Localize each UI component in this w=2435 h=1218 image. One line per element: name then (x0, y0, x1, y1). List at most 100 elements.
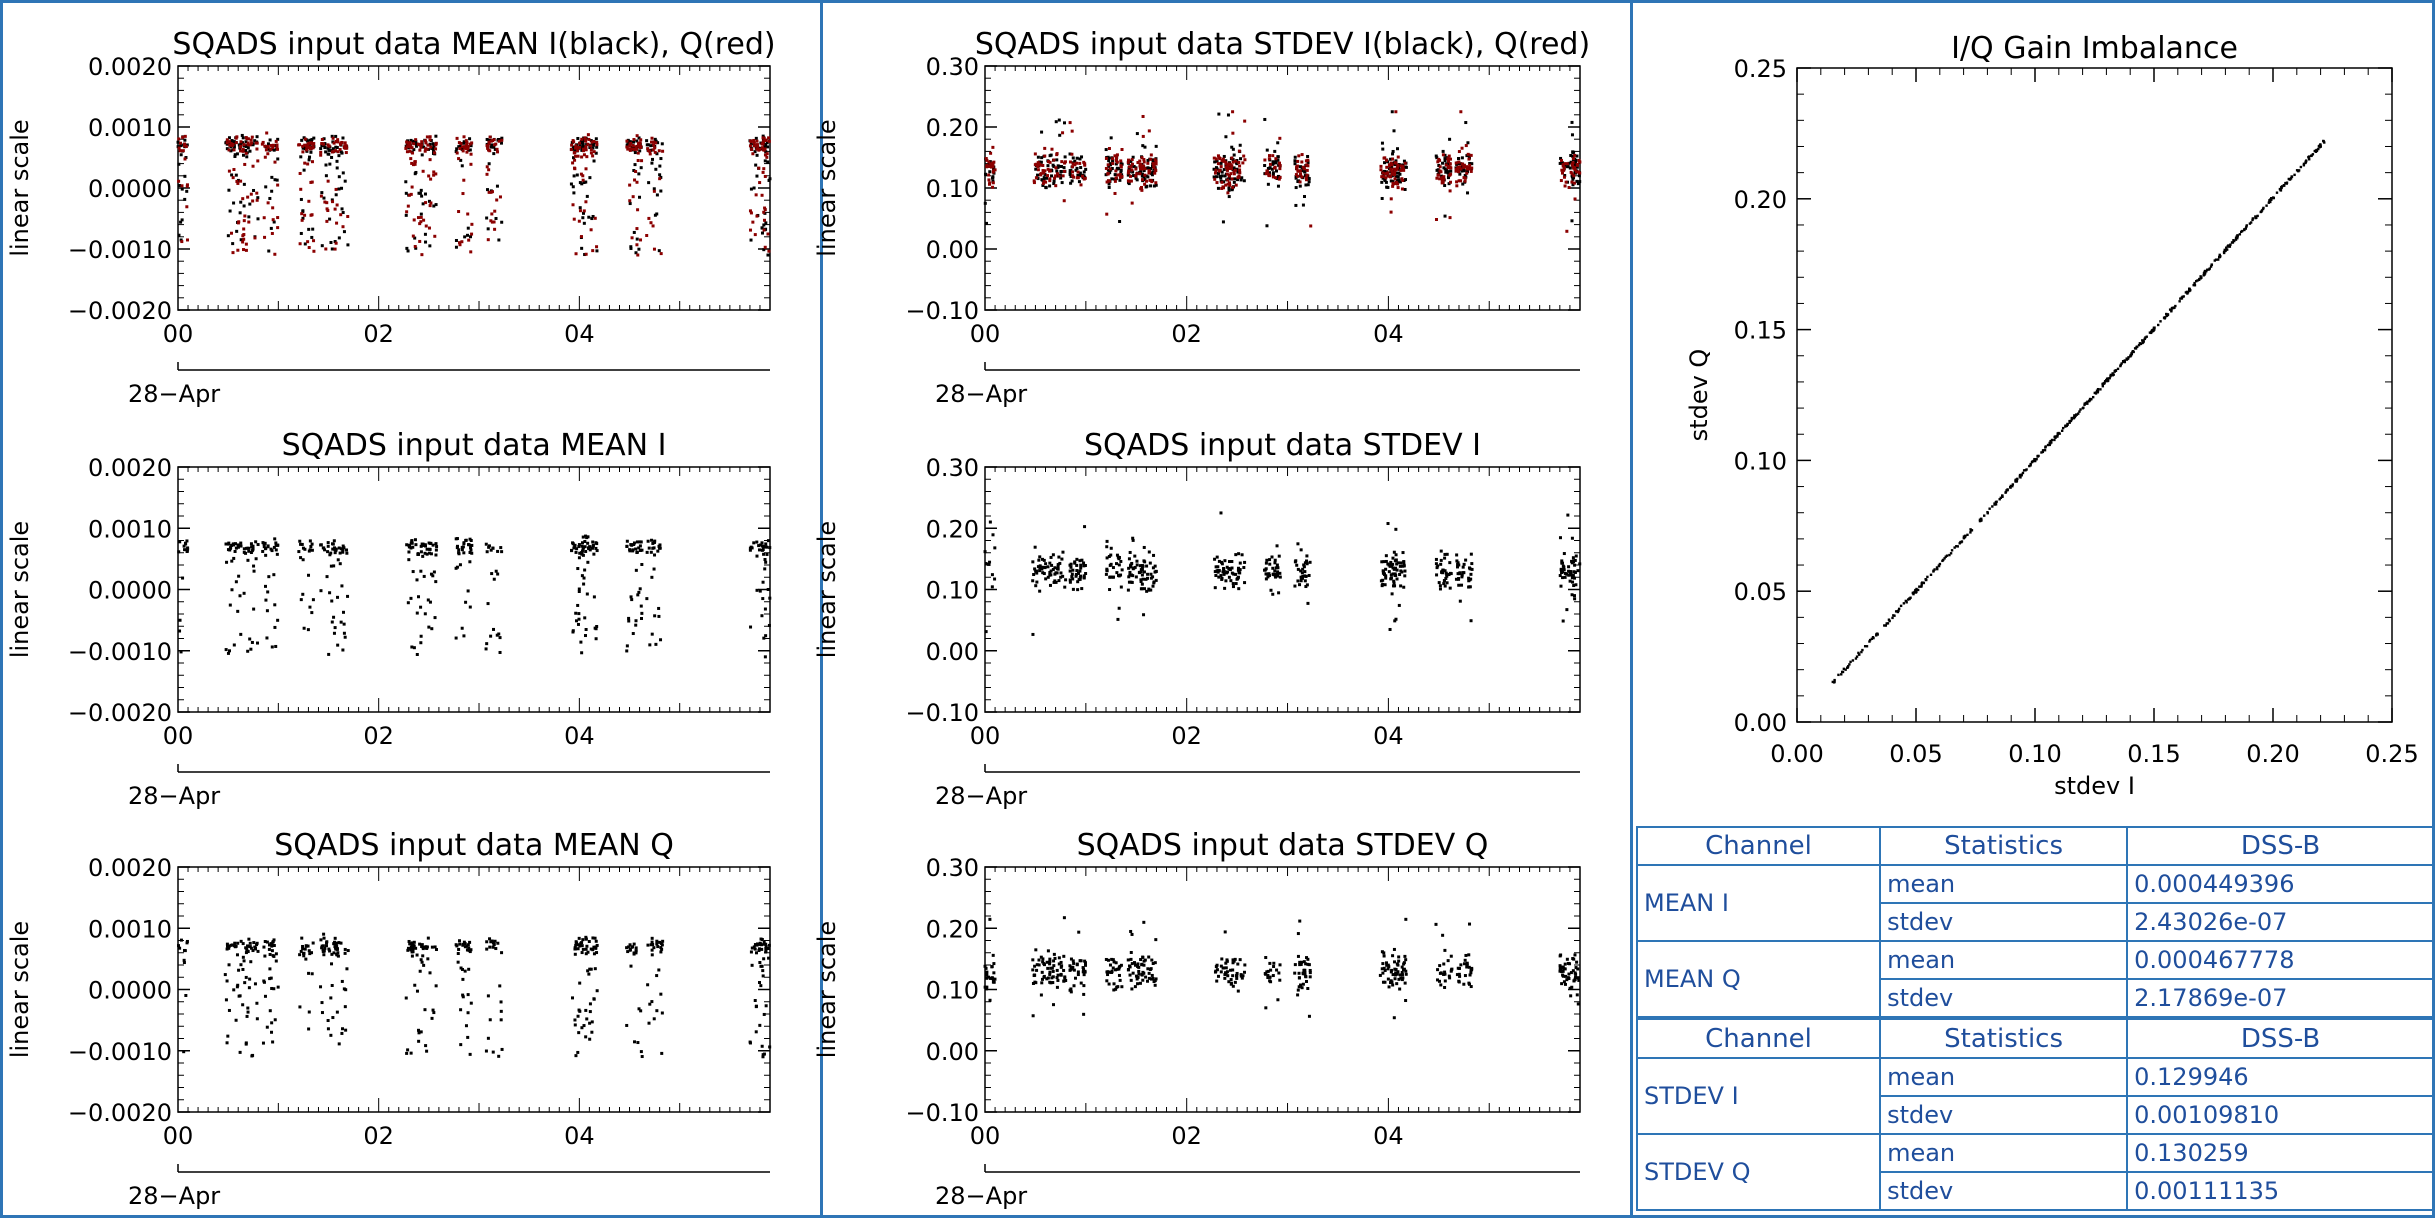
data-point-Q (1062, 169, 1066, 173)
data-point-I (658, 543, 662, 547)
data-point-I (499, 1009, 503, 1013)
data-point-Q (461, 192, 465, 196)
data-point-I (637, 546, 641, 550)
data-point-I (1055, 158, 1059, 162)
data-point-Q (1300, 153, 1304, 157)
data-point-Q (1454, 169, 1458, 173)
data-point-I (1118, 219, 1122, 223)
data-point-I (458, 942, 462, 946)
data-point-I (655, 974, 659, 978)
data-point-I (1469, 971, 1473, 975)
data-point-I (1048, 570, 1052, 574)
data-point-I (1135, 132, 1139, 136)
data-point-I (274, 959, 278, 963)
data-point-I (1304, 183, 1308, 187)
data-point-I (1294, 175, 1298, 179)
data-point-I (1560, 561, 1564, 565)
data-point-Q (1073, 163, 1077, 167)
data-point-I (658, 546, 662, 550)
data-point-Q (344, 144, 348, 148)
data-point-I (1571, 154, 1575, 158)
data-point-I (1263, 164, 1267, 168)
data-point-I (583, 568, 587, 572)
y-tick-label: −0.0020 (68, 1099, 172, 1127)
data-point-I (225, 560, 229, 564)
data-point-I (462, 141, 466, 145)
data-point-Q (1237, 149, 1241, 153)
data-point-I (233, 945, 237, 949)
data-point-Q (1055, 152, 1059, 156)
data-point-I (1304, 574, 1308, 578)
data-point-I (1441, 568, 1445, 572)
data-point-I (335, 945, 339, 949)
data-point-I (578, 981, 582, 985)
data-point-Q (237, 220, 241, 224)
data-point-I (1462, 168, 1466, 172)
data-point-I (329, 240, 333, 244)
data-point-I (1107, 156, 1111, 160)
data-point-I (1306, 161, 1310, 165)
data-point-I (1263, 568, 1267, 572)
data-point-I (466, 943, 470, 947)
data-point-I (1306, 962, 1310, 966)
data-point-Q (465, 150, 469, 154)
data-point-Q (425, 147, 429, 151)
data-point-I (299, 231, 303, 235)
data-point-I (1561, 564, 1565, 568)
data-point-Q (412, 142, 416, 146)
data-point-I (1079, 566, 1083, 570)
data-point-I (1232, 153, 1236, 157)
data-point-I (252, 569, 256, 573)
data-point-I (634, 547, 638, 551)
data-point-I (301, 210, 305, 214)
data-point-I (1120, 985, 1124, 989)
data-point-I (234, 173, 238, 177)
data-point-I (245, 546, 249, 550)
data-point-I (1393, 977, 1397, 981)
data-point-I (1064, 979, 1068, 983)
data-point-I (1236, 575, 1240, 579)
data-point-Q (334, 187, 338, 191)
data-point-I (463, 969, 467, 973)
data-point-Q (1229, 167, 1233, 171)
data-point-Q (1396, 165, 1400, 169)
data-point-I (1133, 985, 1137, 989)
data-point-I (1148, 561, 1152, 565)
data-point-I (1076, 580, 1080, 584)
data-point-Q (1296, 174, 1300, 178)
data-point-Q (424, 224, 428, 228)
data-point-I (761, 969, 765, 973)
data-point-I (1392, 581, 1396, 585)
data-point-I (585, 944, 589, 948)
data-point-Q (989, 162, 993, 166)
data-point-I (493, 939, 497, 943)
data-point-I (1114, 562, 1118, 566)
data-point-I (460, 164, 464, 168)
data-point-I (265, 1025, 269, 1029)
data-point-Q (1446, 157, 1450, 161)
data-point-Q (271, 143, 275, 147)
data-point-I (1140, 564, 1144, 568)
data-point-I (337, 1042, 341, 1046)
data-point-I (583, 253, 587, 257)
data-point-I (1304, 962, 1308, 966)
data-point-I (1570, 593, 1574, 597)
data-point-I (582, 576, 586, 580)
data-point-I (584, 952, 588, 956)
data-point-I (1404, 972, 1408, 976)
data-point-I (1444, 168, 1448, 172)
data-point-I (1382, 560, 1386, 564)
data-point-Q (319, 153, 323, 157)
data-point-I (1049, 966, 1053, 970)
data-point-I (1040, 557, 1044, 561)
data-point-I (1276, 174, 1280, 178)
data-point-I (1293, 159, 1297, 163)
data-point-I (324, 174, 328, 178)
data-point-I (750, 546, 754, 550)
data-point-Q (1578, 171, 1582, 175)
data-point-I (1395, 972, 1399, 976)
data-point-I (339, 620, 343, 624)
data-point-Q (411, 234, 415, 238)
data-point-I (985, 985, 989, 989)
data-point-I (227, 963, 231, 967)
